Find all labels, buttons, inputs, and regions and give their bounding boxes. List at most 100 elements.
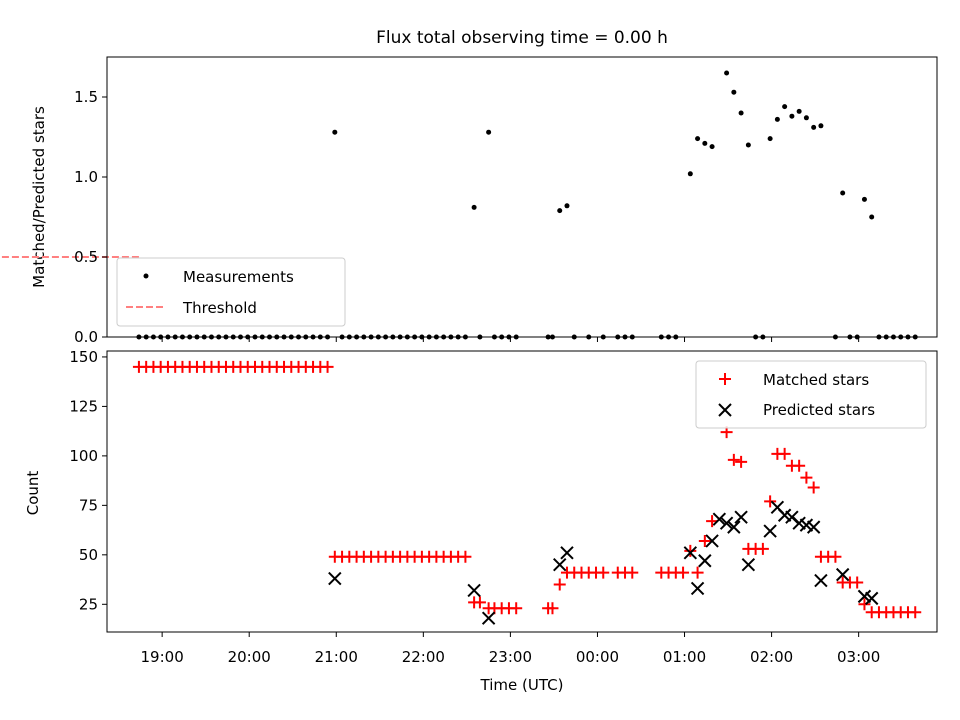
measurement-point	[869, 214, 875, 220]
predicted-star-point	[763, 524, 777, 538]
predicted-star-point	[553, 558, 567, 572]
measurement-point	[803, 115, 809, 121]
top-ytick-label: 1.5	[74, 88, 98, 106]
measurement-point	[811, 124, 817, 130]
top-ytick-label: 0.5	[74, 248, 98, 266]
matched-star-point	[727, 453, 740, 466]
bottom-ytick-label: 75	[79, 496, 98, 514]
measurement-point	[332, 129, 338, 135]
bottom-ytick-label: 125	[69, 397, 98, 415]
predicted-legend-marker	[718, 403, 732, 417]
matched-star-point	[800, 471, 813, 484]
matched-star-point	[597, 566, 610, 579]
bottom-panel-frame	[106, 350, 938, 633]
top-legend-box	[116, 257, 346, 327]
top-ylabel: Matched/Predicted stars	[30, 106, 48, 288]
matched-star-point	[684, 544, 697, 557]
top-ytick-label: 0.0	[74, 328, 98, 346]
matched-star-point	[756, 542, 769, 555]
predicted-star-point	[734, 510, 748, 524]
measurement-point	[745, 142, 751, 148]
bottom-ytick-label: 50	[79, 546, 98, 564]
matched-star-point	[553, 578, 566, 591]
predicted-star-point	[741, 558, 756, 572]
measurement-point	[687, 171, 693, 177]
bottom-ytick-label: 25	[79, 595, 98, 613]
bottom-legend-box	[695, 360, 927, 429]
predicted-star-point	[712, 512, 727, 526]
matched-star-point	[807, 481, 820, 494]
matched-star-point	[546, 602, 559, 615]
matched-legend-marker	[719, 373, 731, 385]
top-legend: Measurements Threshold	[116, 257, 346, 327]
measurement-point	[818, 123, 824, 129]
matched-star-point	[510, 602, 523, 615]
matched-star-point	[459, 550, 472, 563]
matched-star-point	[473, 596, 486, 609]
measurement-point	[564, 203, 570, 209]
bottom-xtick-label: 00:00	[576, 648, 619, 666]
matched-star-point	[691, 566, 704, 579]
measurement-point	[796, 108, 802, 114]
matched-star-point	[626, 566, 639, 579]
measurement-point	[840, 190, 846, 196]
predicted-legend-label: Predicted stars	[763, 401, 875, 419]
predicted-star-point	[864, 591, 879, 606]
bottom-xtick-label: 19:00	[141, 648, 184, 666]
bottom-ytick-label: 100	[69, 447, 98, 465]
measurement-point	[695, 136, 701, 142]
measurement-point	[702, 140, 708, 146]
matched-star-point	[909, 606, 922, 619]
measurement-point	[731, 89, 737, 95]
predicted-star-point	[560, 546, 574, 560]
predicted-star-point	[328, 571, 342, 586]
bottom-xtick-label: 20:00	[228, 648, 271, 666]
predicted-star-point	[835, 567, 850, 582]
matched-star-point	[698, 534, 711, 547]
measurement-legend-label: Measurements	[183, 268, 294, 286]
measurement-legend-marker	[143, 273, 149, 279]
measurement-point	[738, 110, 744, 116]
matched-star-point	[793, 459, 806, 472]
bottom-ylabel: Count	[24, 471, 42, 516]
top-panel-frame	[106, 56, 938, 338]
bottom-xtick-label: 01:00	[663, 648, 706, 666]
predicted-star-point	[719, 516, 734, 530]
measurement-point	[471, 204, 477, 210]
measurement-point	[557, 208, 563, 214]
measurement-point	[709, 144, 715, 150]
measurement-point	[861, 196, 867, 202]
measurement-point	[724, 70, 730, 76]
predicted-star-point	[705, 534, 719, 548]
matched-star-point	[858, 598, 871, 611]
predicted-star-point	[683, 546, 698, 560]
predicted-star-point	[806, 520, 821, 534]
bottom-legend: Matched stars Predicted stars	[695, 360, 927, 429]
top-ytick-label: 1.0	[74, 168, 98, 186]
bottom-xtick-label: 22:00	[402, 648, 445, 666]
axes-ticks: 0.0 0.5 1.0 1.5 25 50 75 100 125 150 19:00 20:00 21:…	[69, 88, 880, 666]
chart-title: Flux total observing time = 0.00 h	[376, 28, 668, 48]
bottom-xtick-label: 03:00	[837, 648, 880, 666]
bottom-xlabel: Time (UTC)	[480, 676, 564, 694]
bottom-ytick-label: 150	[69, 348, 98, 366]
predicted-star-point	[467, 583, 481, 598]
bottom-xtick-label: 23:00	[489, 648, 532, 666]
matched-star-point	[321, 360, 334, 373]
bottom-xtick-label: 21:00	[315, 648, 358, 666]
matched-star-point	[735, 455, 748, 468]
predicted-star-point	[481, 611, 496, 625]
matched-star-point	[778, 447, 791, 460]
threshold-legend-label: Threshold	[182, 299, 257, 317]
measurement-point	[774, 116, 780, 122]
matched-star-point	[829, 550, 842, 563]
bottom-xtick-label: 02:00	[750, 648, 793, 666]
predicted-star-point	[727, 520, 741, 534]
predicted-star-point	[814, 573, 828, 588]
top-panel-marks	[0, 70, 918, 340]
predicted-star-point	[690, 581, 705, 596]
predicted-star-point	[698, 554, 712, 568]
bottom-panel-marks	[132, 360, 922, 625]
measurement-point	[782, 104, 788, 110]
